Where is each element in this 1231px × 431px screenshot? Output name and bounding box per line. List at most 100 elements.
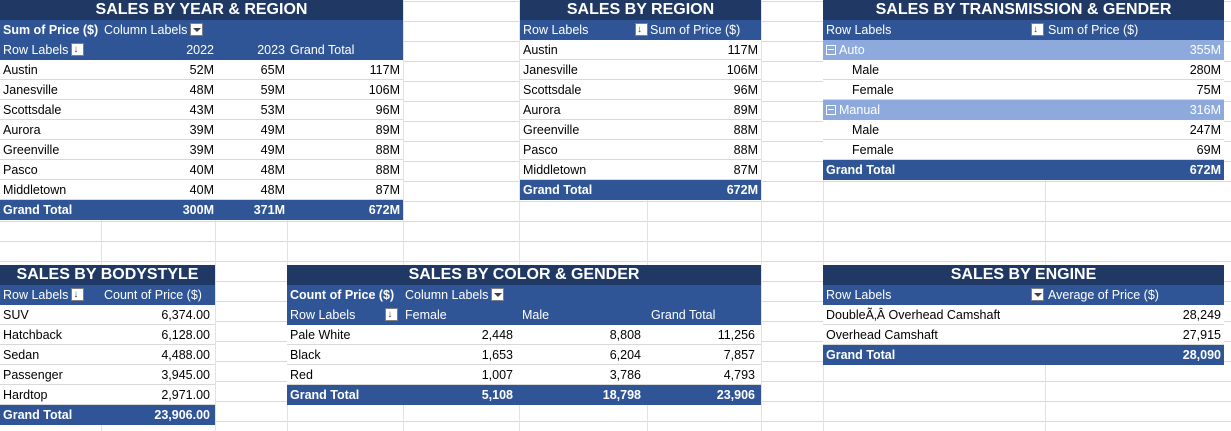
collapse-toggle-icon[interactable] [826, 44, 836, 55]
row-label: Greenville [523, 123, 580, 137]
table-row: Janesville 106M [520, 60, 761, 80]
row-label: Female [852, 83, 894, 97]
group-value: 355M [1189, 43, 1221, 57]
row-label: Janesville [3, 83, 58, 97]
row-label: Austin [3, 63, 38, 77]
cell-value: 6,128.00 [161, 328, 210, 342]
row-label: Male [852, 63, 880, 77]
grand-total-row: Grand Total 300M 371M 672M [0, 200, 403, 220]
cell-2023: 48M [260, 183, 285, 197]
row-label: DoubleÃ‚Â Overhead Camshaft [826, 308, 1001, 322]
table-row: Aurora 39M 49M 89M [0, 120, 403, 140]
cell-female: 1,653 [481, 348, 513, 362]
cell-female: 2,448 [481, 328, 513, 342]
row-sort-dropdown[interactable] [1031, 20, 1044, 40]
measure-label: Count of Price ($) [104, 288, 202, 302]
column-filter-dropdown[interactable] [491, 288, 505, 302]
cell-total: 106M [368, 83, 400, 97]
grand-total-label: Grand Total [290, 388, 360, 402]
grand-total-2023: 371M [253, 203, 285, 217]
table-row: Pale White 2,448 8,808 11,256 [287, 325, 761, 345]
col-header-grand-total: Grand Total [651, 308, 716, 322]
cell-value: 28,249 [1182, 308, 1221, 322]
grand-total-female: 5,108 [481, 388, 513, 402]
cell-total: 88M [375, 163, 400, 177]
cell-value: 96M [733, 83, 758, 97]
group-label-text: Manual [839, 103, 880, 117]
table-row: Aurora 89M [520, 100, 761, 120]
measure-label: Average of Price ($) [1048, 288, 1159, 302]
row-sort-dropdown[interactable] [385, 305, 399, 325]
row-label: Red [290, 368, 313, 382]
row-sort-dropdown[interactable] [635, 20, 648, 40]
pivot-column-header-row: Row Labels Female Male Grand Total [287, 305, 761, 325]
table-row: Hardtop 2,971.00 [0, 385, 215, 405]
row-sort-dropdown[interactable] [71, 285, 85, 305]
table-row: Passenger 3,945.00 [0, 365, 215, 385]
cell-male: 3,786 [609, 368, 641, 382]
row-sort-dropdown[interactable] [71, 40, 85, 60]
column-filter-dropdown[interactable] [190, 23, 204, 37]
table-row: Middletown 87M [520, 160, 761, 180]
table-row: Male 247M [823, 120, 1224, 140]
table-row: Overhead Camshaft 27,915 [823, 325, 1224, 345]
table-row: Sedan 4,488.00 [0, 345, 215, 365]
cell-2023: 53M [260, 103, 285, 117]
row-label: Male [852, 123, 880, 137]
pivot-title: SALES BY COLOR & GENDER [287, 265, 761, 285]
grand-total-row: Grand Total 5,108 18,798 23,906 [287, 385, 761, 405]
row-labels-label: Row Labels [3, 43, 69, 57]
cell-total: 96M [375, 103, 400, 117]
cell-value: 87M [733, 163, 758, 177]
table-row: Austin 117M [520, 40, 761, 60]
row-label: Passenger [3, 368, 63, 382]
grand-total-value: 672M [726, 183, 758, 197]
cell-value: 117M [727, 43, 758, 57]
cell-total: 11,256 [717, 328, 755, 342]
pivot-transmission-gender: SALES BY TRANSMISSION & GENDER Row Label… [823, 0, 1224, 180]
row-filter-dropdown[interactable] [1031, 288, 1044, 302]
row-labels-label: Row Labels [3, 288, 69, 302]
table-row: Greenville 88M [520, 120, 761, 140]
row-label: Greenville [3, 143, 60, 157]
row-labels-label: Row Labels [523, 23, 589, 37]
grand-total-value: 23,906.00 [154, 408, 210, 422]
pivot-engine: SALES BY ENGINE Row Labels Average of Pr… [823, 265, 1224, 365]
pivot-title: SALES BY TRANSMISSION & GENDER [823, 0, 1224, 20]
pivot-header-row: Row Labels Sum of Price ($) [823, 20, 1224, 40]
collapse-toggle-icon[interactable] [826, 104, 836, 115]
cell-value: 27,915 [1182, 328, 1221, 342]
row-label: Female [852, 143, 894, 157]
cell-male: 8,808 [609, 328, 641, 342]
cell-total: 4,793 [723, 368, 755, 382]
row-label: Pasco [523, 143, 558, 157]
group-label: Auto [826, 40, 865, 60]
pivot-measure-header: Count of Price ($) Column Labels [287, 285, 761, 305]
group-value: 316M [1189, 103, 1221, 117]
cell-total: 117M [369, 63, 400, 77]
row-label: Scottsdale [523, 83, 582, 97]
cell-2022: 39M [189, 123, 214, 137]
col-header-female: Female [405, 308, 447, 322]
pivot-title: SALES BY BODYSTYLE [0, 265, 215, 285]
cell-2023: 49M [260, 123, 285, 137]
grand-total-total: 23,906 [716, 388, 755, 402]
table-row: Janesville 48M 59M 106M [0, 80, 403, 100]
row-label: Scottsdale [3, 103, 62, 117]
table-row: Austin 52M 65M 117M [0, 60, 403, 80]
table-row: Greenville 39M 49M 88M [0, 140, 403, 160]
grand-total-label: Grand Total [3, 203, 73, 217]
cell-value: 280M [1189, 63, 1221, 77]
group-row: Auto 355M [823, 40, 1224, 60]
cell-2023: 59M [260, 83, 285, 97]
cell-2022: 39M [189, 143, 214, 157]
row-label: Austin [523, 43, 558, 57]
table-row: Black 1,653 6,204 7,857 [287, 345, 761, 365]
cell-total: 87M [375, 183, 400, 197]
grand-total-total: 672M [368, 203, 400, 217]
cell-value: 69M [1196, 143, 1221, 157]
row-labels-label: Row Labels [826, 23, 892, 37]
cell-value: 88M [733, 143, 758, 157]
row-label: Aurora [523, 103, 561, 117]
grand-total-value: 28,090 [1182, 348, 1221, 362]
